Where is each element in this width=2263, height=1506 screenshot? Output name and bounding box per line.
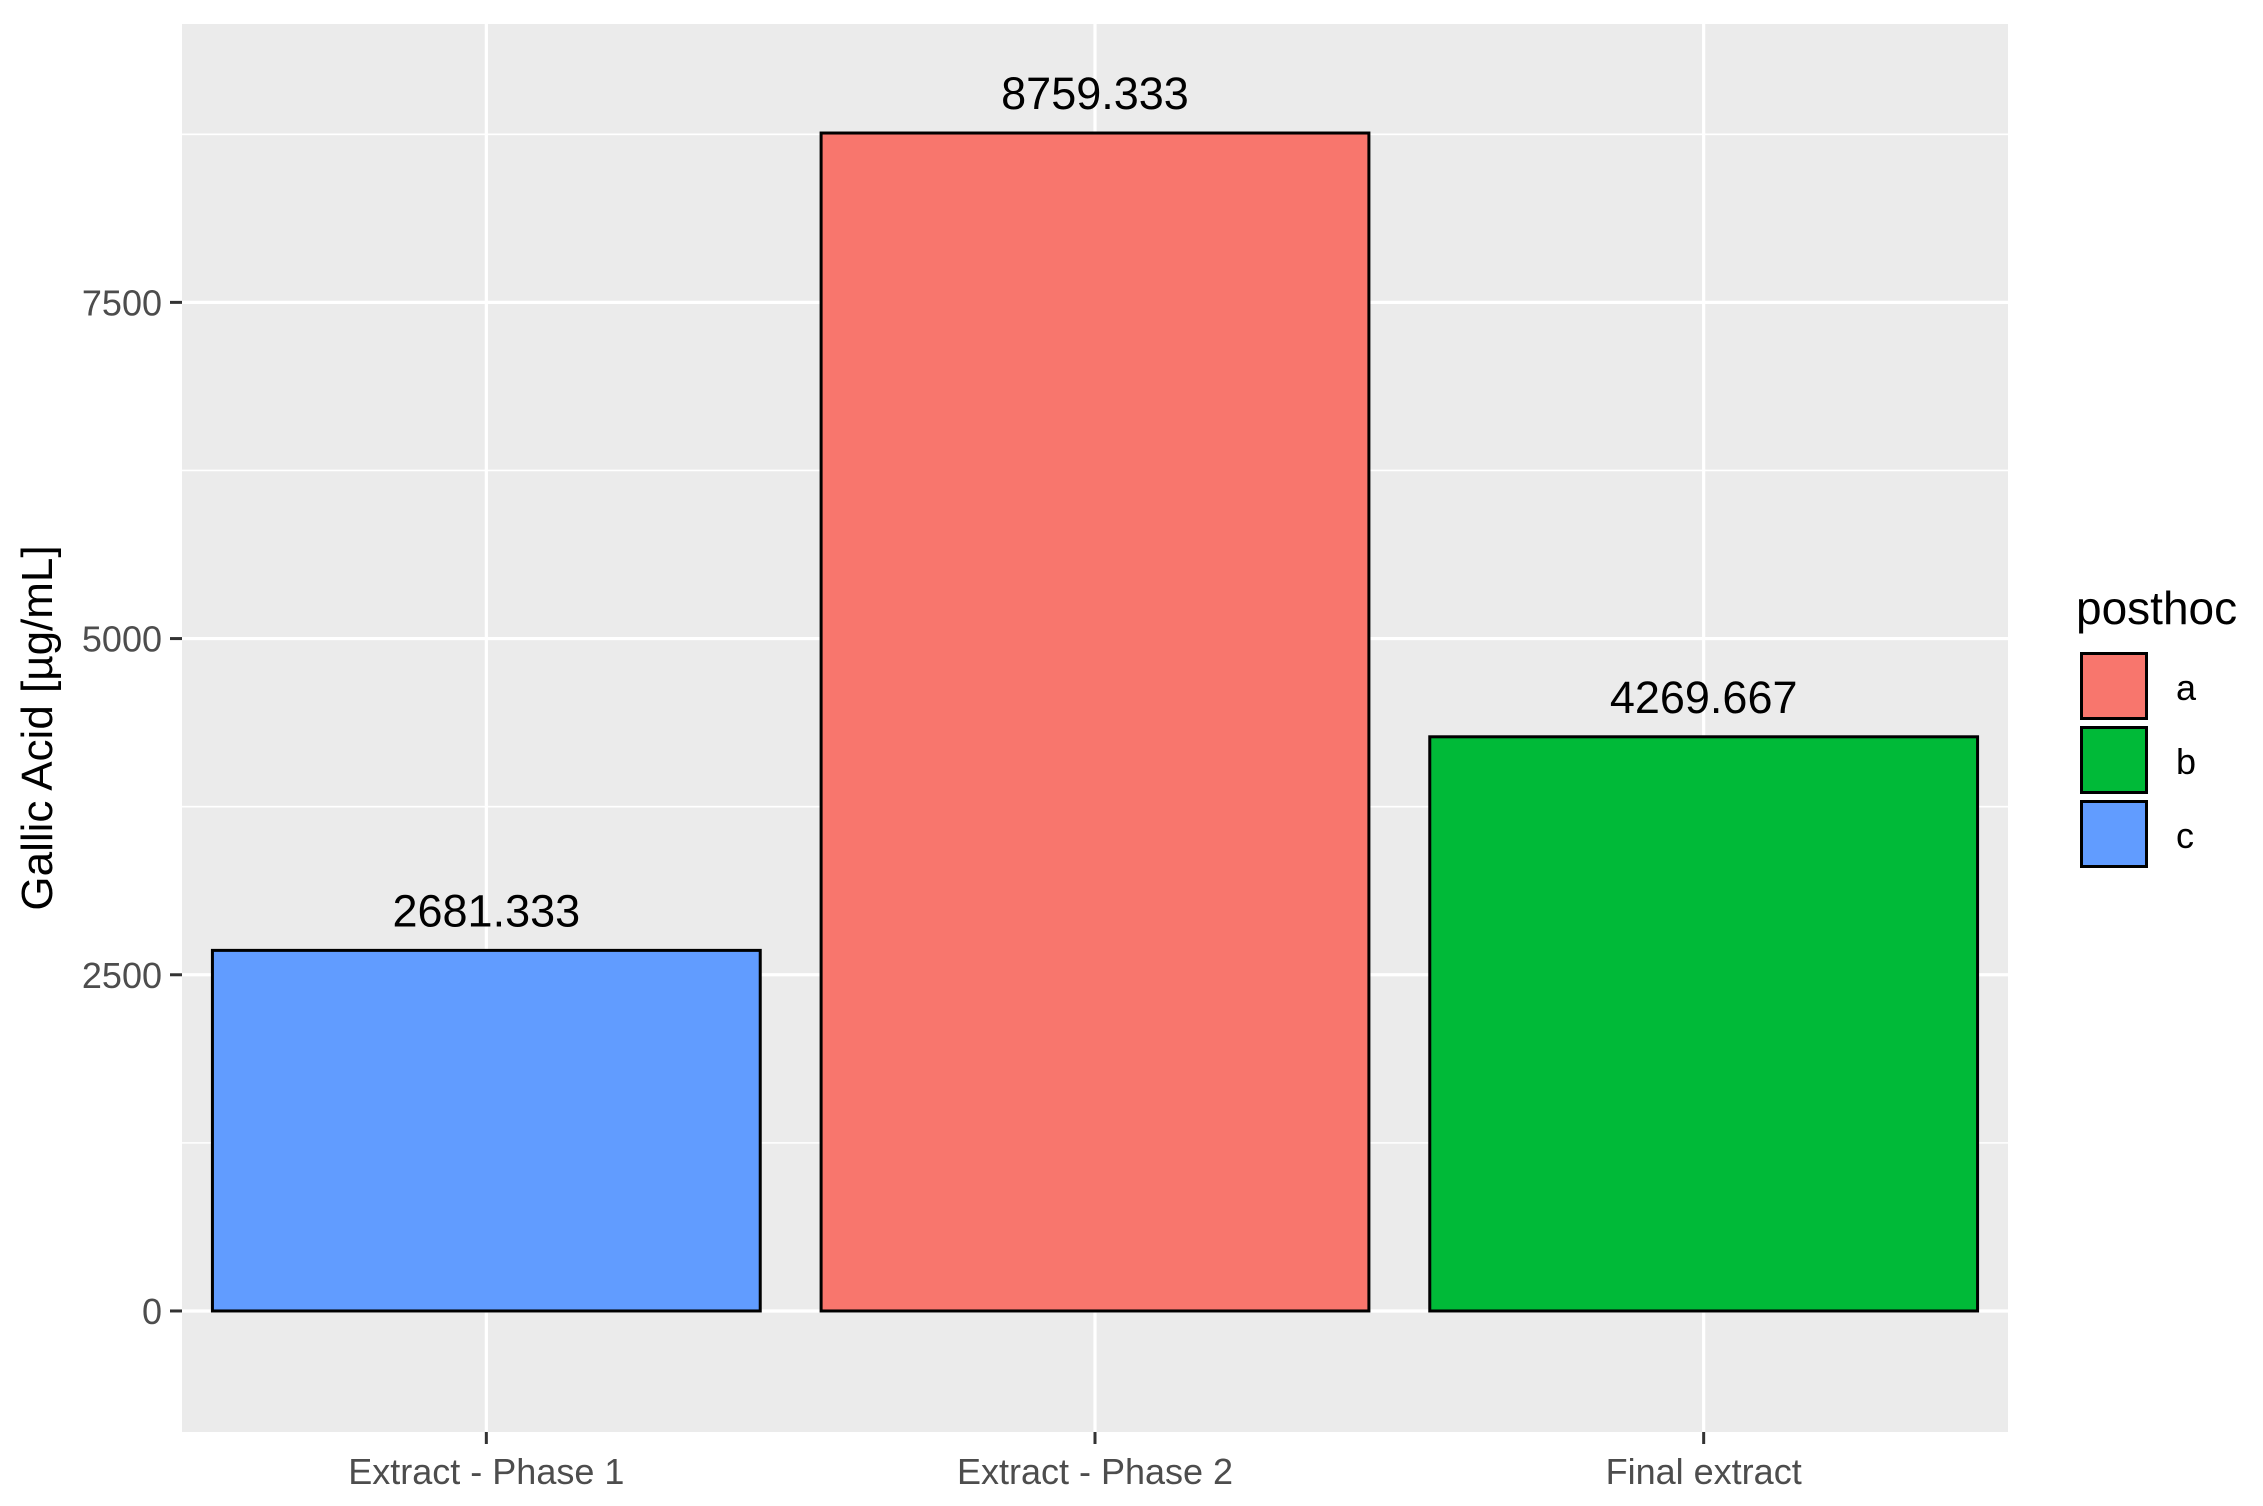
x-tick-label: Extract - Phase 2: [957, 1451, 1233, 1492]
bars: [210, 131, 1980, 1313]
y-tick-label: 0: [142, 1291, 162, 1332]
data-labels: 2681.333 8759.333 4269.667: [392, 68, 1797, 936]
y-axis: 0 2500 5000 7500: [82, 282, 182, 1332]
legend-label-a: a: [2176, 667, 2197, 708]
legend-swatch-c: [2080, 800, 2148, 868]
y-tick-label: 7500: [82, 282, 162, 323]
legend: posthoc abc: [2076, 582, 2237, 868]
bar-3: [1428, 735, 1980, 1313]
bar-1: [210, 948, 762, 1313]
x-tick-label: Extract - Phase 1: [348, 1451, 624, 1492]
legend-swatch-b: [2080, 726, 2148, 794]
legend-title: posthoc: [2076, 582, 2237, 634]
legend-label-c: c: [2176, 815, 2194, 856]
y-tick-label: 5000: [82, 619, 162, 660]
data-label-2: 8759.333: [1001, 68, 1189, 119]
y-tick-label: 2500: [82, 955, 162, 996]
x-axis: Extract - Phase 1 Extract - Phase 2 Final …: [348, 1432, 1802, 1492]
bar-2: [819, 131, 1371, 1313]
legend-swatch-a: [2080, 652, 2148, 720]
legend-label-b: b: [2176, 741, 2196, 782]
data-label-1: 2681.333: [392, 885, 580, 936]
y-axis-label: Gallic Acid [µg/mL]: [13, 545, 62, 910]
x-tick-label: Final extract: [1606, 1451, 1802, 1492]
data-label-3: 4269.667: [1610, 672, 1798, 723]
